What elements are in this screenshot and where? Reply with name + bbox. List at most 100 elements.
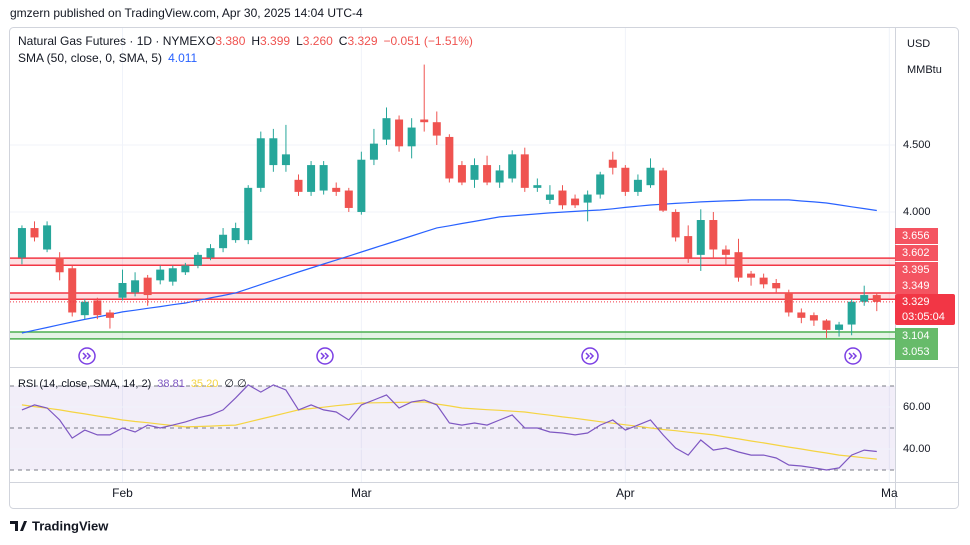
candle-body <box>784 292 793 313</box>
ohlc-key: H <box>251 34 260 48</box>
price-label-box <box>895 245 938 261</box>
candle-body <box>558 190 567 206</box>
candle-body <box>68 268 77 313</box>
candle-body <box>357 159 366 212</box>
candle-body <box>30 228 39 238</box>
last-price-box <box>895 294 955 325</box>
ohlc-key: C <box>339 34 348 48</box>
price-label: 3.349 <box>902 280 930 292</box>
y-tick-label: 60.00 <box>903 401 931 413</box>
candle-body <box>332 187 341 192</box>
candle-body <box>369 143 378 160</box>
candle-body <box>344 190 353 208</box>
ohlc-key: O <box>206 34 215 48</box>
candle-body <box>470 165 479 180</box>
indicator-name: RSI (14, close, SMA, 14, 2) <box>18 378 151 390</box>
y-tick-label: 4.000 <box>903 206 931 218</box>
ohlc-value: 3.329 <box>347 34 377 48</box>
countdown: 03:05:04 <box>902 311 945 323</box>
event-icon[interactable] <box>316 347 334 365</box>
price-label: 3.104 <box>902 330 930 342</box>
candle-body <box>495 170 504 183</box>
candle-body <box>105 312 114 318</box>
candle-body <box>696 220 705 255</box>
candle-body <box>131 280 140 293</box>
indicator-value: ∅ ∅ <box>224 378 246 390</box>
candle-body <box>206 248 215 258</box>
candle-body <box>181 265 190 273</box>
candle-body <box>747 273 756 278</box>
candle-body <box>759 277 768 285</box>
candle-body <box>596 174 605 195</box>
zone <box>10 293 895 300</box>
price-label-box <box>895 344 938 360</box>
indicator-value: 4.011 <box>168 51 197 65</box>
candle-body <box>545 194 554 200</box>
candle-body <box>809 315 818 321</box>
event-icons <box>78 347 862 365</box>
candle-body <box>797 312 806 318</box>
candle-body <box>860 295 869 302</box>
candle-body <box>432 122 441 136</box>
y-tick-label: 40.00 <box>903 443 931 455</box>
zone <box>10 332 895 339</box>
event-icon[interactable] <box>78 347 96 365</box>
candle-body <box>420 119 429 123</box>
candle-body <box>231 228 240 241</box>
ohlc-value: 3.399 <box>260 34 290 48</box>
indicator-name: SMA (50, close, 0, SMA, 5) <box>18 51 162 65</box>
zone <box>10 258 895 266</box>
candle-body <box>822 320 831 330</box>
rsi-line <box>21 384 877 471</box>
price-label: 3.602 <box>902 247 930 259</box>
price-label: 3.656 <box>902 230 930 242</box>
candle-body <box>608 159 617 168</box>
candle-body <box>307 165 316 192</box>
ohlc-value: 3.380 <box>215 34 245 48</box>
last-price-label: 3.329 <box>902 296 930 308</box>
candle-body <box>256 138 265 188</box>
change: −0.051 (−1.51%) <box>384 34 473 48</box>
x-tick-label: Apr <box>616 486 635 500</box>
candle-body <box>319 165 328 191</box>
x-tick-label: Ma <box>881 486 898 500</box>
indicator-value: 38.81 <box>157 378 185 390</box>
candle-body <box>17 228 26 258</box>
x-tick-label: Feb <box>112 486 133 500</box>
candle-body <box>483 165 492 183</box>
price-label-box <box>895 262 938 278</box>
logo <box>10 521 27 531</box>
candle-body <box>721 249 730 255</box>
candle-body <box>281 154 290 166</box>
price-label-box <box>895 328 938 344</box>
candle-body <box>684 236 693 258</box>
event-icon[interactable] <box>844 347 862 365</box>
candle-body <box>457 165 466 183</box>
candle-body <box>382 118 391 140</box>
chart-title: Natural Gas Futures · 1D · NYMEX <box>18 34 205 48</box>
candle-body <box>621 167 630 192</box>
candle-body <box>93 300 102 316</box>
candle-body <box>244 187 253 241</box>
candle-body <box>445 136 454 179</box>
event-icon[interactable] <box>581 347 599 365</box>
currency: USD <box>907 38 930 50</box>
price-label: 3.395 <box>902 264 930 276</box>
indicator-value: 35.20 <box>191 378 219 390</box>
unit: MMBtu <box>907 64 942 76</box>
candle-body <box>847 301 856 325</box>
candle-body <box>709 220 718 250</box>
candle-body <box>583 194 592 203</box>
price-label-box <box>895 228 938 244</box>
x-tick-label: Mar <box>351 486 372 500</box>
candle-body <box>43 225 52 250</box>
price-label: 3.053 <box>902 346 930 358</box>
candle-body <box>168 268 177 282</box>
candle-body <box>520 154 529 188</box>
rsi-line <box>21 401 877 460</box>
candle-body <box>219 234 228 249</box>
candle-body <box>143 277 152 296</box>
candle-body <box>118 282 127 298</box>
candle-body <box>193 254 202 266</box>
